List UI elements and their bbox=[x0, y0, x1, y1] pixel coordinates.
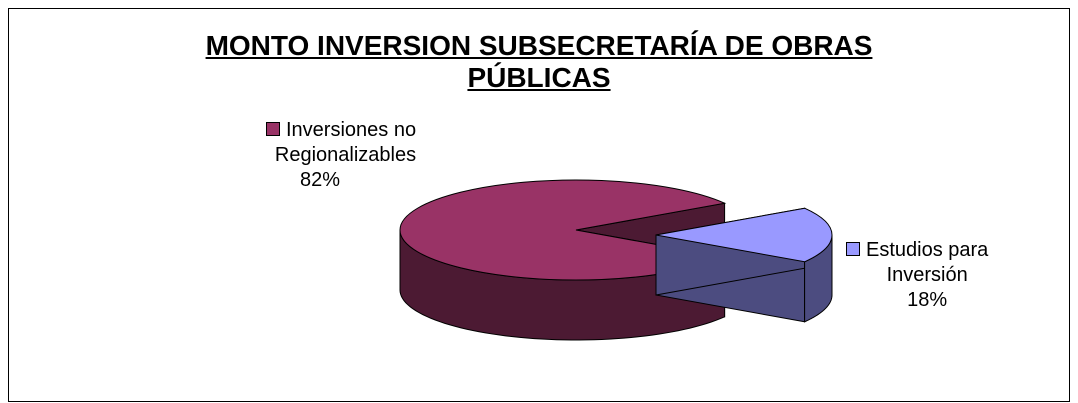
label-text-inversiones-1: Inversiones no bbox=[286, 119, 417, 141]
label-value-inversiones: 82% bbox=[300, 169, 341, 191]
label-text-estudios-2: Inversión bbox=[886, 264, 968, 286]
data-label-inversiones: Inversiones no Regionalizables 82% bbox=[266, 118, 416, 193]
label-swatch-estudios bbox=[846, 242, 860, 256]
label-text-inversiones-2: Regionalizables bbox=[274, 144, 417, 166]
chart-title: MONTO INVERSION SUBSECRETARÍA DE OBRAS P… bbox=[0, 30, 1078, 94]
label-text-estudios-1: Estudios para bbox=[866, 239, 989, 261]
data-label-estudios: Estudios para Inversión 18% bbox=[846, 238, 988, 313]
chart-title-line-1: MONTO INVERSION SUBSECRETARÍA DE OBRAS bbox=[205, 30, 873, 61]
chart-title-line-2: PÚBLICAS bbox=[467, 62, 611, 93]
slice-top-estudios bbox=[655, 207, 833, 263]
slice-top-inversiones bbox=[399, 179, 727, 281]
label-swatch-inversiones bbox=[266, 122, 280, 136]
label-value-estudios: 18% bbox=[907, 289, 948, 311]
